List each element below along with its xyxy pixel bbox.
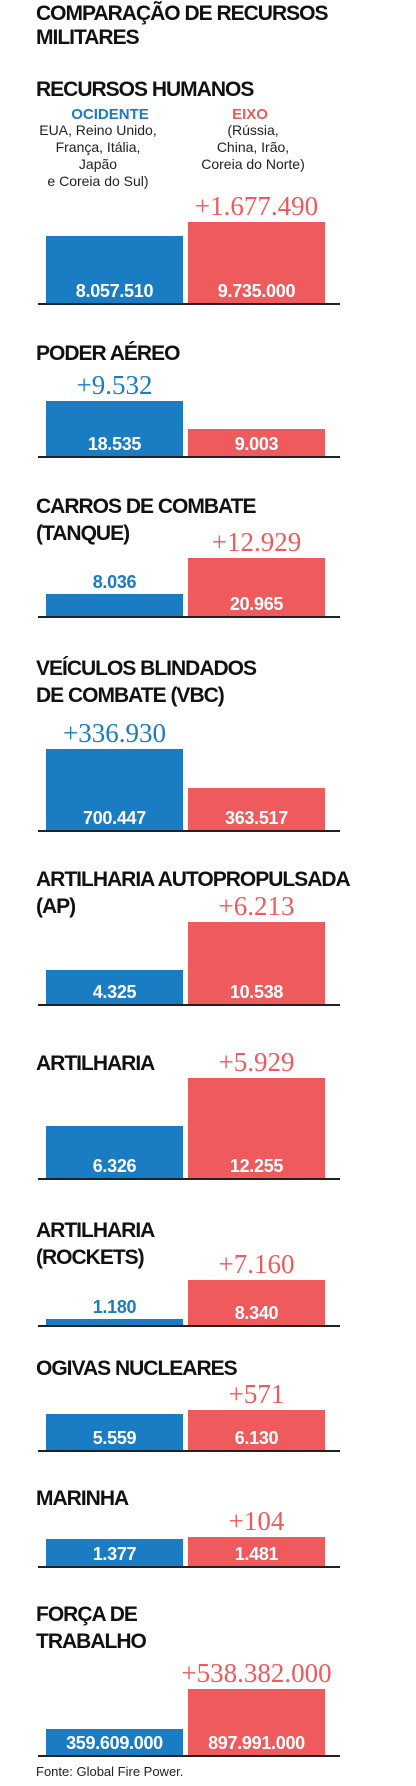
bar-west <box>46 970 183 1004</box>
bar-west-label: 5.559 <box>92 1428 137 1448</box>
bar-west-label: 359.609.000 <box>66 1733 163 1753</box>
source-note: Fonte: Global Fire Power. <box>36 1764 184 1779</box>
section-title: VEÍCULOS BLINDADOS DE COMBATE (VBC) <box>36 657 257 707</box>
bar-axis-label: 897.991.000 <box>208 1733 305 1753</box>
section-title: ARTILHARIA (ROCKETS) <box>36 1219 155 1269</box>
bar-axis <box>188 1078 325 1178</box>
bar-axis <box>188 1689 325 1755</box>
difference-label: +571 <box>228 1379 285 1409</box>
difference-label: +9.532 <box>76 370 153 400</box>
bar-west-label: 8.057.510 <box>75 281 154 301</box>
section-title: MARINHA <box>36 1487 129 1510</box>
bar-west-label: 1.377 <box>92 1544 137 1564</box>
bar-west <box>46 1729 183 1755</box>
difference-label: +7.160 <box>218 1249 295 1279</box>
bar-axis-label: 12.255 <box>229 1156 284 1176</box>
bar-west-label: 6.326 <box>92 1156 137 1176</box>
bar-axis <box>188 922 325 1004</box>
section-title: FORÇA DE TRABALHO <box>36 1603 147 1653</box>
legend-axis-name: EIXO <box>232 106 268 123</box>
difference-label: +6.213 <box>218 891 295 921</box>
baseline <box>38 1755 340 1757</box>
legend-west-desc: EUA, Reino Unido, França, Itália, Japão … <box>39 122 157 189</box>
bar-axis-label: 9.003 <box>234 434 279 454</box>
difference-label: +538.382.000 <box>181 1658 332 1688</box>
section-title: CARROS DE COMBATE (TANQUE) <box>36 495 256 545</box>
difference-label: +5.929 <box>218 1047 295 1077</box>
section-title: ARTILHARIA AUTOPROPULSADA (AP) <box>36 868 351 918</box>
section-title: ARTILHARIA <box>36 1052 155 1075</box>
chart-title: COMPARAÇÃO DE RECURSOS MILITARES <box>36 2 328 49</box>
baseline <box>38 1325 340 1327</box>
bar-axis-label: 8.340 <box>234 1303 279 1323</box>
bar-axis-label: 363.517 <box>225 808 288 828</box>
baseline <box>38 1178 340 1180</box>
legend-west-name: OCIDENTE <box>71 106 149 123</box>
bar-west <box>46 1319 183 1325</box>
bar-axis-label: 20.965 <box>229 594 284 614</box>
bar-axis-label: 1.481 <box>234 1544 279 1564</box>
legend-axis-desc: (Rússia, China, Irão, Coreia do Norte) <box>201 122 305 172</box>
bar-axis-label: 10.538 <box>229 982 284 1002</box>
difference-label: +12.929 <box>211 527 302 557</box>
bar-axis <box>188 429 325 456</box>
bar-axis <box>188 1280 325 1325</box>
bar-west <box>46 594 183 616</box>
difference-label: +1.677.490 <box>194 191 319 221</box>
bar-west-label: 4.325 <box>92 982 137 1002</box>
bar-west <box>46 401 183 456</box>
bar-axis <box>188 222 325 303</box>
bar-west <box>46 749 183 830</box>
bar-axis <box>188 1410 325 1450</box>
bar-axis <box>188 558 325 616</box>
baseline <box>38 1004 340 1006</box>
bar-west-label: 8.036 <box>92 572 137 592</box>
bar-west-label: 1.180 <box>92 1297 137 1317</box>
baseline <box>38 303 340 305</box>
bar-west <box>46 236 183 303</box>
bar-axis-label: 9.735.000 <box>217 281 296 301</box>
baseline <box>38 616 340 618</box>
bar-west-label: 18.535 <box>87 434 142 454</box>
bar-axis-label: 6.130 <box>234 1428 279 1448</box>
difference-label: +104 <box>228 1506 285 1536</box>
difference-label: +336.930 <box>63 718 166 748</box>
bar-west <box>46 1414 183 1450</box>
baseline <box>38 1450 340 1452</box>
baseline <box>38 456 340 458</box>
baseline <box>38 830 340 832</box>
section-title: PODER AÉREO <box>36 342 180 365</box>
bar-west <box>46 1539 183 1566</box>
bar-axis <box>188 1537 325 1566</box>
section-title: RECURSOS HUMANOS <box>36 78 254 101</box>
section-title: OGIVAS NUCLEARES <box>36 1357 238 1380</box>
bar-west-label: 700.447 <box>83 808 146 828</box>
bar-axis <box>188 788 325 830</box>
baseline <box>38 1566 340 1568</box>
bar-west <box>46 1126 183 1178</box>
